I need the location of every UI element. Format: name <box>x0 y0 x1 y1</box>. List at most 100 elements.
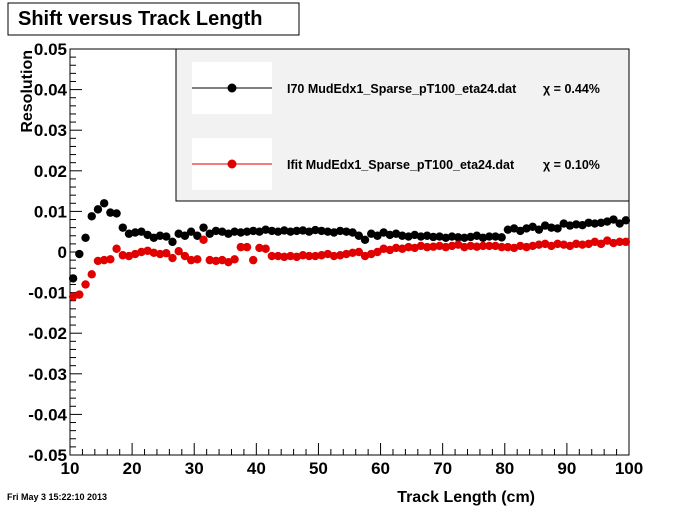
data-point <box>81 233 90 242</box>
data-point <box>453 233 463 242</box>
data-point <box>503 225 513 234</box>
y-tick-label: 0.03 <box>34 121 67 140</box>
x-tick-label: 30 <box>185 459 204 478</box>
data-point <box>193 231 202 240</box>
data-point <box>112 209 121 218</box>
y-tick-labels: -0.05 -0.04 -0.03 -0.02 -0.01 0 0.01 0.02 0.03 0.… <box>28 40 67 465</box>
data-point <box>565 221 575 230</box>
data-point <box>485 241 494 251</box>
data-point <box>391 243 401 253</box>
data-point <box>578 240 587 249</box>
legend-value-i70: χ = 0.44% <box>543 82 600 96</box>
data-point <box>572 239 581 249</box>
data-point <box>106 208 115 217</box>
data-points <box>68 199 631 301</box>
data-point <box>447 232 457 241</box>
title-box: Shift versus Track Length <box>7 2 300 36</box>
data-point <box>373 247 382 257</box>
data-point <box>429 242 438 251</box>
series-0 <box>68 199 631 283</box>
data-point <box>422 231 432 240</box>
data-point <box>335 251 345 260</box>
data-point <box>416 232 426 241</box>
data-point <box>472 242 482 251</box>
data-point <box>590 219 600 228</box>
data-point <box>304 251 314 261</box>
data-point <box>211 226 221 236</box>
data-point <box>348 248 357 258</box>
data-point <box>267 251 277 261</box>
data-point <box>249 226 258 236</box>
y-axis-title: Resolution <box>19 50 36 133</box>
data-point <box>199 235 208 245</box>
data-point <box>261 225 270 234</box>
data-point <box>609 238 618 248</box>
data-point <box>112 244 121 253</box>
data-point <box>485 232 494 241</box>
data-point <box>273 227 283 236</box>
data-point <box>280 226 289 235</box>
data-point <box>534 240 544 249</box>
legend-label-i70: I70 MudEdx1_Sparse_pT100_eta24.dat <box>287 82 517 96</box>
data-point <box>373 231 382 240</box>
data-point <box>435 232 444 241</box>
data-point <box>621 237 631 247</box>
data-point <box>491 241 500 251</box>
data-point <box>199 223 208 232</box>
data-point <box>528 241 537 251</box>
data-point <box>466 241 475 251</box>
data-point <box>280 252 289 262</box>
chart-title: Shift versus Track Length <box>18 8 263 30</box>
data-point <box>323 227 332 236</box>
data-point <box>497 242 506 252</box>
y-tick-label: -0.01 <box>28 284 67 303</box>
data-point <box>398 231 407 240</box>
x-tick-label: 40 <box>247 459 266 478</box>
data-point <box>298 251 308 260</box>
x-tick-label: 10 <box>61 459 80 478</box>
data-point <box>168 237 177 247</box>
data-point <box>205 255 214 265</box>
data-point <box>609 215 618 224</box>
data-point <box>75 290 84 299</box>
data-point <box>93 256 103 266</box>
data-point <box>441 233 450 242</box>
data-point <box>615 219 624 228</box>
x-tick-label: 90 <box>557 459 576 478</box>
data-point <box>68 274 78 283</box>
data-point <box>354 247 364 257</box>
data-point <box>404 242 413 252</box>
data-point <box>559 240 568 249</box>
data-point <box>249 255 258 265</box>
data-point <box>596 218 606 227</box>
axis-ticks <box>69 48 630 456</box>
x-tick-label: 100 <box>615 459 643 478</box>
data-point <box>447 241 457 251</box>
data-point <box>466 232 475 242</box>
data-point <box>118 251 127 260</box>
legend-value-ifit: χ = 0.10% <box>543 158 600 172</box>
data-point <box>236 242 246 252</box>
data-point <box>137 247 146 257</box>
data-point <box>435 241 444 251</box>
data-point <box>155 249 165 259</box>
data-point <box>242 227 252 236</box>
data-point <box>547 223 556 232</box>
series-1 <box>68 235 631 301</box>
data-point <box>342 227 351 236</box>
data-point <box>621 216 631 225</box>
data-point <box>180 251 190 261</box>
data-point <box>385 230 395 240</box>
data-point <box>503 242 513 252</box>
x-axis-title: Track Length (cm) <box>397 489 535 506</box>
data-point <box>131 228 140 237</box>
data-point <box>311 251 320 261</box>
data-point <box>429 232 438 242</box>
data-point <box>137 227 146 236</box>
data-point <box>516 241 525 251</box>
data-point <box>180 231 190 240</box>
data-point <box>186 255 196 265</box>
x-tick-labels: 10 20 30 40 50 60 70 80 90 100 <box>61 459 644 478</box>
data-point <box>273 251 283 261</box>
data-point <box>162 249 171 258</box>
